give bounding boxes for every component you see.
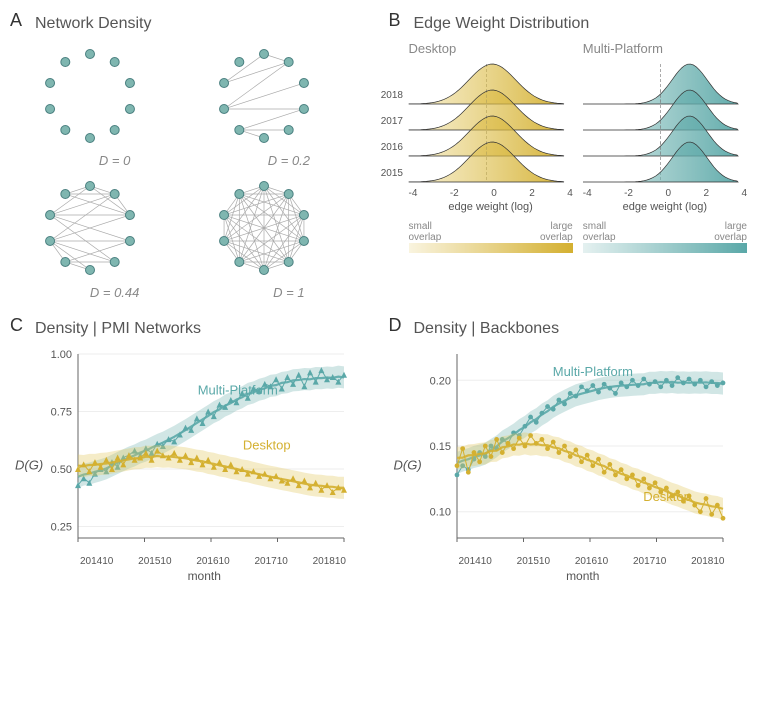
panel-letter-a: A — [10, 10, 22, 31]
network-cell: D = 0.2 — [209, 41, 368, 168]
panel-letter-c: C — [10, 315, 23, 336]
svg-text:0.15: 0.15 — [429, 441, 450, 453]
svg-text:Multi-Platform: Multi-Platform — [552, 364, 632, 379]
network-cell: D = 1 — [209, 173, 368, 300]
svg-text:Desktop: Desktop — [643, 489, 691, 504]
panel-letter-d: D — [389, 315, 402, 336]
density-label: D = 0.2 — [209, 153, 368, 168]
distribution-columns: Desktop 2018201720162015 -4-2024 edge weigh… — [409, 41, 748, 253]
svg-text:Multi-Platform: Multi-Platform — [198, 382, 278, 397]
svg-text:0.25: 0.25 — [51, 522, 72, 534]
gradient-legend: small overlaplarge overlap — [583, 221, 747, 253]
panel-c-ylabel: D(G) — [15, 457, 43, 472]
panel-b-title: Edge Weight Distribution — [414, 15, 748, 33]
dist-xtitle: edge weight (log) — [409, 201, 573, 213]
svg-text:1.00: 1.00 — [51, 349, 72, 361]
dist-header: Multi-Platform — [583, 41, 747, 56]
panel-a-title: Network Density — [35, 15, 369, 33]
svg-text:2016: 2016 — [380, 142, 403, 153]
dist-header: Desktop — [409, 41, 573, 56]
panel-c: C Density | PMI Networks D(G) 1.000.750.… — [15, 320, 369, 583]
network-grid: D = 0 D = 0.2 D = 0.44 D = 1 — [35, 41, 369, 300]
density-label: D = 0.44 — [35, 285, 194, 300]
svg-text:0.10: 0.10 — [429, 507, 450, 519]
panel-d-chart: D(G) 0.200.150.10Multi-PlatformDesktop 2… — [419, 346, 748, 583]
dist-xticks: -4-2024 — [583, 188, 747, 199]
dist-column: Multi-Platform -4-2024 edge weight (log) sm… — [583, 41, 747, 253]
network-cell: D = 0.44 — [35, 173, 194, 300]
panel-d-title: Density | Backbones — [414, 320, 748, 338]
dist-xticks: -4-2024 — [409, 188, 573, 199]
ridge-svg: 2018201720162015 — [409, 60, 564, 184]
svg-text:2018: 2018 — [380, 90, 403, 101]
density-label: D = 1 — [209, 285, 368, 300]
panel-c-chart: D(G) 1.000.750.500.25Multi-PlatformDeskt… — [40, 346, 369, 583]
svg-text:2017: 2017 — [380, 116, 403, 127]
gradient-legend: small overlaplarge overlap — [409, 221, 573, 253]
figure-grid: A Network Density D = 0D = 0.2D = 0.44D … — [15, 15, 747, 583]
dist-column: Desktop 2018201720162015 -4-2024 edge weigh… — [409, 41, 573, 253]
svg-text:0.20: 0.20 — [429, 375, 450, 387]
panel-d-xticks: 201410201510201610201710201810 — [457, 556, 727, 567]
panel-c-xlabel: month — [40, 569, 369, 583]
panel-a: A Network Density D = 0D = 0.2D = 0.44D … — [15, 15, 369, 300]
ridge-svg — [583, 60, 738, 184]
svg-text:0.75: 0.75 — [51, 407, 72, 419]
panel-c-xticks: 201410201510201610201710201810 — [78, 556, 348, 567]
panel-c-title: Density | PMI Networks — [35, 320, 369, 338]
svg-text:Desktop: Desktop — [243, 438, 291, 453]
chart-c-svg: 1.00 0.75 0.50 0.25 Multi-Platform Desktop — [40, 346, 350, 556]
panel-d: D Density | Backbones D(G) 0.200.150.10M… — [394, 320, 748, 583]
svg-text:0.50: 0.50 — [51, 464, 72, 476]
chart-d-svg: 0.20 0.15 0.10 Multi-Platform Desktop — [419, 346, 729, 556]
panel-d-ylabel: D(G) — [394, 457, 422, 472]
panel-d-xlabel: month — [419, 569, 748, 583]
panel-b: B Edge Weight Distribution Desktop201820… — [394, 15, 748, 300]
svg-text:2015: 2015 — [380, 168, 403, 179]
network-cell: D = 0 — [35, 41, 194, 168]
panel-letter-b: B — [389, 10, 401, 31]
density-label: D = 0 — [35, 153, 194, 168]
dist-xtitle: edge weight (log) — [583, 201, 747, 213]
